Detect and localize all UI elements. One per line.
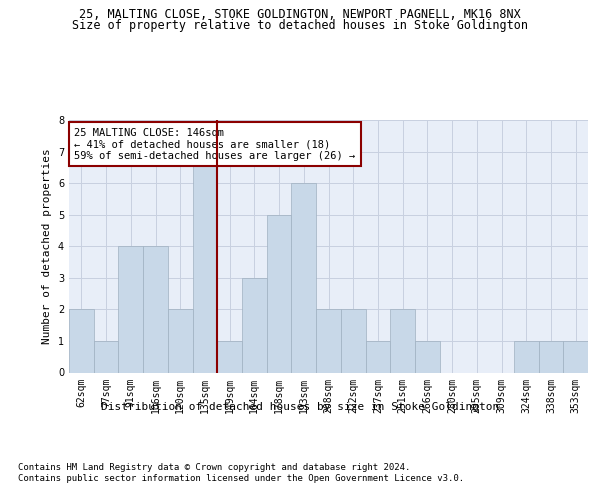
Bar xyxy=(365,341,390,372)
Bar xyxy=(242,278,267,372)
Bar xyxy=(143,246,168,372)
Bar xyxy=(341,310,365,372)
Bar xyxy=(292,183,316,372)
Bar xyxy=(415,341,440,372)
Text: Size of property relative to detached houses in Stoke Goldington: Size of property relative to detached ho… xyxy=(72,19,528,32)
Bar xyxy=(539,341,563,372)
Text: 25, MALTING CLOSE, STOKE GOLDINGTON, NEWPORT PAGNELL, MK16 8NX: 25, MALTING CLOSE, STOKE GOLDINGTON, NEW… xyxy=(79,8,521,20)
Text: 25 MALTING CLOSE: 146sqm
← 41% of detached houses are smaller (18)
59% of semi-d: 25 MALTING CLOSE: 146sqm ← 41% of detach… xyxy=(74,128,355,161)
Bar xyxy=(168,310,193,372)
Bar xyxy=(94,341,118,372)
Y-axis label: Number of detached properties: Number of detached properties xyxy=(43,148,52,344)
Bar xyxy=(267,214,292,372)
Text: Contains HM Land Registry data © Crown copyright and database right 2024.: Contains HM Land Registry data © Crown c… xyxy=(18,462,410,471)
Bar xyxy=(514,341,539,372)
Bar xyxy=(316,310,341,372)
Bar xyxy=(118,246,143,372)
Text: Contains public sector information licensed under the Open Government Licence v3: Contains public sector information licen… xyxy=(18,474,464,483)
Bar xyxy=(217,341,242,372)
Text: Distribution of detached houses by size in Stoke Goldington: Distribution of detached houses by size … xyxy=(101,402,499,412)
Bar xyxy=(563,341,588,372)
Bar xyxy=(390,310,415,372)
Bar xyxy=(193,152,217,372)
Bar xyxy=(69,310,94,372)
